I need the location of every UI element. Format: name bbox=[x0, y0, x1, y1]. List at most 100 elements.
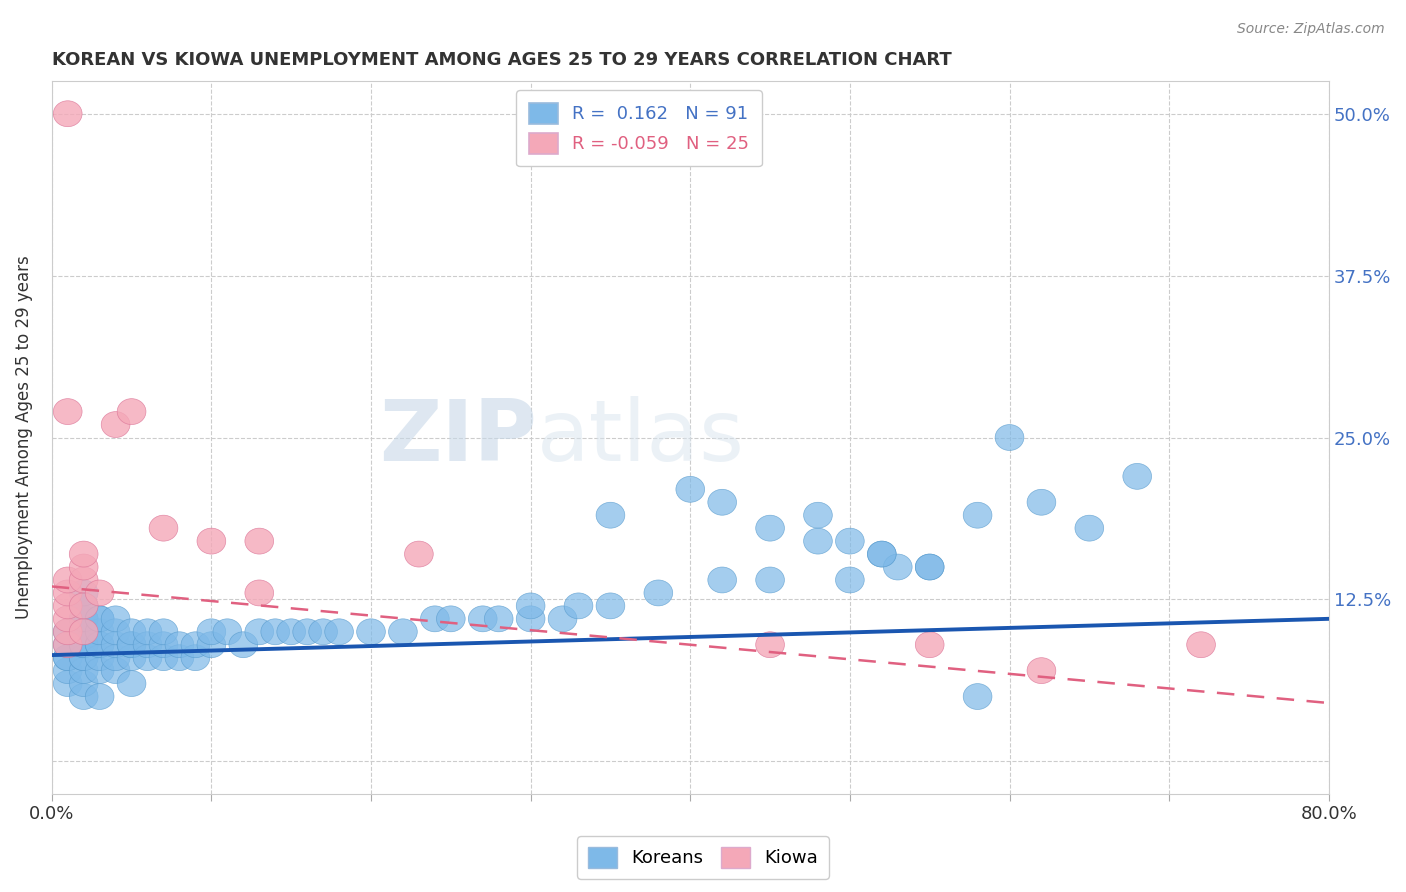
Ellipse shape bbox=[388, 619, 418, 645]
Ellipse shape bbox=[134, 619, 162, 645]
Ellipse shape bbox=[165, 632, 194, 657]
Ellipse shape bbox=[325, 619, 353, 645]
Legend: Koreans, Kiowa: Koreans, Kiowa bbox=[576, 836, 830, 879]
Ellipse shape bbox=[835, 528, 865, 554]
Ellipse shape bbox=[53, 645, 82, 671]
Ellipse shape bbox=[101, 645, 129, 671]
Ellipse shape bbox=[53, 101, 82, 127]
Text: Source: ZipAtlas.com: Source: ZipAtlas.com bbox=[1237, 22, 1385, 37]
Ellipse shape bbox=[86, 606, 114, 632]
Ellipse shape bbox=[101, 411, 129, 437]
Ellipse shape bbox=[262, 619, 290, 645]
Ellipse shape bbox=[149, 619, 177, 645]
Text: atlas: atlas bbox=[537, 396, 745, 479]
Ellipse shape bbox=[69, 606, 98, 632]
Ellipse shape bbox=[86, 632, 114, 657]
Ellipse shape bbox=[868, 541, 896, 567]
Ellipse shape bbox=[468, 606, 498, 632]
Ellipse shape bbox=[212, 619, 242, 645]
Ellipse shape bbox=[1026, 657, 1056, 683]
Ellipse shape bbox=[69, 554, 98, 580]
Ellipse shape bbox=[676, 476, 704, 502]
Ellipse shape bbox=[86, 632, 114, 657]
Ellipse shape bbox=[117, 671, 146, 697]
Ellipse shape bbox=[86, 683, 114, 709]
Ellipse shape bbox=[995, 425, 1024, 450]
Ellipse shape bbox=[245, 619, 274, 645]
Ellipse shape bbox=[309, 619, 337, 645]
Ellipse shape bbox=[755, 516, 785, 541]
Ellipse shape bbox=[197, 632, 226, 657]
Ellipse shape bbox=[69, 683, 98, 709]
Ellipse shape bbox=[86, 645, 114, 671]
Ellipse shape bbox=[963, 502, 993, 528]
Ellipse shape bbox=[53, 619, 82, 645]
Ellipse shape bbox=[69, 632, 98, 657]
Ellipse shape bbox=[53, 593, 82, 619]
Ellipse shape bbox=[165, 645, 194, 671]
Ellipse shape bbox=[181, 645, 209, 671]
Ellipse shape bbox=[69, 580, 98, 606]
Ellipse shape bbox=[644, 580, 672, 606]
Ellipse shape bbox=[357, 619, 385, 645]
Ellipse shape bbox=[69, 593, 98, 619]
Ellipse shape bbox=[117, 399, 146, 425]
Ellipse shape bbox=[53, 619, 82, 645]
Ellipse shape bbox=[1123, 464, 1152, 490]
Ellipse shape bbox=[197, 619, 226, 645]
Ellipse shape bbox=[53, 632, 82, 657]
Ellipse shape bbox=[101, 657, 129, 683]
Ellipse shape bbox=[117, 632, 146, 657]
Ellipse shape bbox=[868, 541, 896, 567]
Ellipse shape bbox=[1026, 490, 1056, 516]
Ellipse shape bbox=[484, 606, 513, 632]
Y-axis label: Unemployment Among Ages 25 to 29 years: Unemployment Among Ages 25 to 29 years bbox=[15, 256, 32, 619]
Ellipse shape bbox=[596, 502, 624, 528]
Ellipse shape bbox=[1187, 632, 1215, 657]
Ellipse shape bbox=[707, 567, 737, 593]
Ellipse shape bbox=[292, 619, 322, 645]
Ellipse shape bbox=[101, 606, 129, 632]
Ellipse shape bbox=[86, 580, 114, 606]
Ellipse shape bbox=[245, 528, 274, 554]
Ellipse shape bbox=[69, 619, 98, 645]
Ellipse shape bbox=[69, 567, 98, 593]
Ellipse shape bbox=[69, 593, 98, 619]
Ellipse shape bbox=[181, 632, 209, 657]
Ellipse shape bbox=[86, 657, 114, 683]
Ellipse shape bbox=[69, 657, 98, 683]
Ellipse shape bbox=[883, 554, 912, 580]
Ellipse shape bbox=[53, 399, 82, 425]
Ellipse shape bbox=[707, 490, 737, 516]
Ellipse shape bbox=[69, 593, 98, 619]
Ellipse shape bbox=[420, 606, 450, 632]
Ellipse shape bbox=[436, 606, 465, 632]
Ellipse shape bbox=[69, 671, 98, 697]
Ellipse shape bbox=[53, 567, 82, 593]
Ellipse shape bbox=[86, 619, 114, 645]
Ellipse shape bbox=[117, 645, 146, 671]
Ellipse shape bbox=[53, 645, 82, 671]
Ellipse shape bbox=[915, 632, 943, 657]
Ellipse shape bbox=[53, 580, 82, 606]
Ellipse shape bbox=[53, 632, 82, 657]
Ellipse shape bbox=[915, 554, 943, 580]
Ellipse shape bbox=[149, 645, 177, 671]
Ellipse shape bbox=[197, 528, 226, 554]
Ellipse shape bbox=[405, 541, 433, 567]
Ellipse shape bbox=[69, 632, 98, 657]
Ellipse shape bbox=[101, 632, 129, 657]
Ellipse shape bbox=[117, 632, 146, 657]
Ellipse shape bbox=[53, 657, 82, 683]
Ellipse shape bbox=[53, 606, 82, 632]
Text: KOREAN VS KIOWA UNEMPLOYMENT AMONG AGES 25 TO 29 YEARS CORRELATION CHART: KOREAN VS KIOWA UNEMPLOYMENT AMONG AGES … bbox=[52, 51, 952, 69]
Ellipse shape bbox=[149, 632, 177, 657]
Ellipse shape bbox=[69, 541, 98, 567]
Ellipse shape bbox=[548, 606, 576, 632]
Ellipse shape bbox=[69, 619, 98, 645]
Ellipse shape bbox=[755, 567, 785, 593]
Ellipse shape bbox=[516, 593, 546, 619]
Ellipse shape bbox=[1076, 516, 1104, 541]
Ellipse shape bbox=[835, 567, 865, 593]
Ellipse shape bbox=[149, 516, 177, 541]
